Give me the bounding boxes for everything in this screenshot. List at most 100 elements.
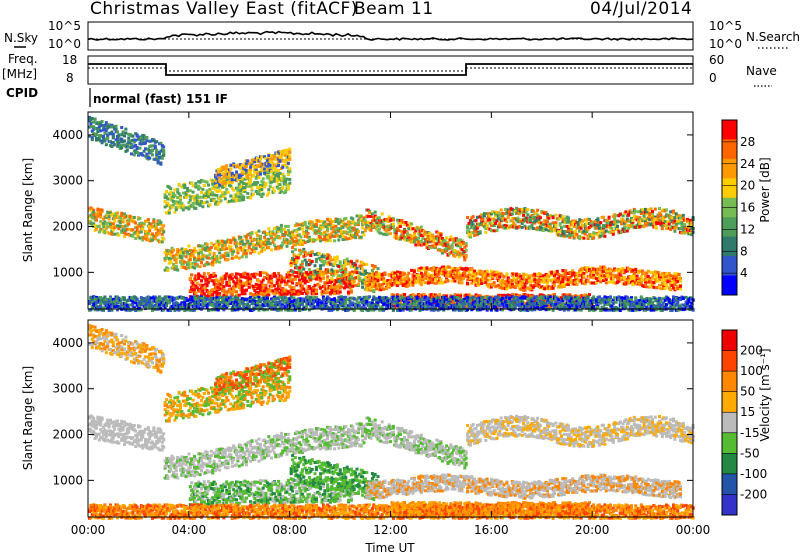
power-cell — [531, 285, 535, 289]
power-cell — [284, 224, 288, 228]
power-cell — [138, 236, 142, 240]
power-cell — [520, 208, 524, 211]
power-cell — [334, 220, 338, 224]
power-cell — [676, 221, 680, 225]
power-cell — [225, 272, 229, 276]
power-cell — [433, 278, 437, 282]
power-cell — [659, 213, 663, 217]
power-cell — [306, 287, 310, 291]
power-cell — [170, 266, 174, 270]
power-cell — [281, 242, 285, 246]
power-cell — [407, 225, 411, 229]
power-cell — [488, 278, 492, 282]
power-cell — [544, 228, 548, 232]
power-cell — [611, 222, 615, 226]
power-cell — [660, 227, 664, 231]
power-cell — [653, 270, 657, 274]
power-cell — [345, 237, 349, 241]
power-cell — [645, 223, 649, 227]
power-cell — [310, 225, 314, 229]
power-cell — [135, 146, 139, 149]
power-cell — [466, 278, 470, 282]
power-cell — [440, 248, 444, 252]
power-cell — [261, 287, 265, 291]
power-cell — [319, 271, 323, 275]
power-cell — [425, 274, 429, 278]
power-cell — [265, 232, 269, 235]
power-cell — [541, 223, 545, 227]
power-cell — [394, 277, 398, 281]
power-cell — [338, 234, 342, 238]
power-cell — [134, 138, 138, 142]
power-cell — [665, 226, 668, 230]
power-cell — [651, 275, 654, 279]
power-cell — [665, 208, 668, 212]
power-cell — [205, 282, 209, 286]
power-cell — [560, 226, 563, 230]
power-cell — [681, 216, 685, 220]
power-cell — [208, 250, 212, 254]
power-cell — [432, 238, 436, 242]
power-cell — [595, 277, 598, 281]
power-cell — [303, 276, 307, 280]
power-cell — [165, 256, 168, 260]
power-cell — [300, 292, 304, 295]
power-cell — [279, 293, 283, 297]
power-cell — [253, 293, 257, 296]
power-cell — [618, 278, 622, 282]
power-cell — [679, 287, 682, 291]
power-cell — [295, 282, 299, 285]
power-cell — [676, 279, 680, 283]
power-cell — [97, 230, 101, 234]
power-cell — [225, 247, 229, 251]
power-cell — [218, 251, 222, 255]
power-cell — [118, 224, 122, 228]
power-cell — [380, 212, 384, 216]
power-cell — [263, 292, 267, 296]
power-cell — [349, 229, 353, 233]
power-cell — [300, 260, 304, 264]
power-cell — [155, 153, 159, 157]
power-cell — [370, 285, 374, 288]
power-cell — [394, 232, 398, 236]
power-cell — [609, 223, 612, 227]
power-cell — [377, 283, 381, 287]
power-cell — [292, 286, 296, 290]
power-cell — [457, 276, 461, 280]
power-cell — [123, 235, 126, 238]
power-cell — [394, 236, 398, 240]
power-cell — [585, 222, 589, 226]
power-cell — [436, 273, 440, 277]
power-cell — [124, 131, 128, 135]
power-cell — [125, 227, 129, 231]
freq-panel-frame — [87, 55, 694, 85]
power-cell — [680, 231, 684, 235]
power-cell — [354, 263, 358, 267]
power-cell — [641, 269, 645, 273]
power-cell — [130, 152, 133, 156]
power-cell — [645, 271, 649, 275]
power-cell — [289, 279, 293, 283]
power-cell — [314, 271, 318, 275]
power-cell — [674, 212, 678, 216]
power-cell — [344, 235, 348, 239]
power-cell — [321, 225, 325, 229]
power-cell — [111, 212, 115, 216]
power-cell — [439, 232, 443, 235]
power-cell — [387, 215, 391, 219]
power-cell — [120, 214, 124, 217]
power-cell — [403, 222, 407, 226]
power-cell — [170, 250, 174, 254]
power-cell — [323, 284, 327, 288]
power-cell — [292, 240, 296, 243]
power-cell — [324, 222, 328, 226]
power-cell — [216, 279, 220, 283]
power-cell — [642, 271, 646, 275]
power-cell — [621, 218, 625, 222]
power-cell — [466, 224, 470, 228]
power-cell — [253, 275, 257, 279]
power-cell — [212, 290, 216, 294]
power-cell — [138, 138, 142, 142]
power-cell — [200, 250, 203, 254]
power-cell — [686, 217, 689, 221]
